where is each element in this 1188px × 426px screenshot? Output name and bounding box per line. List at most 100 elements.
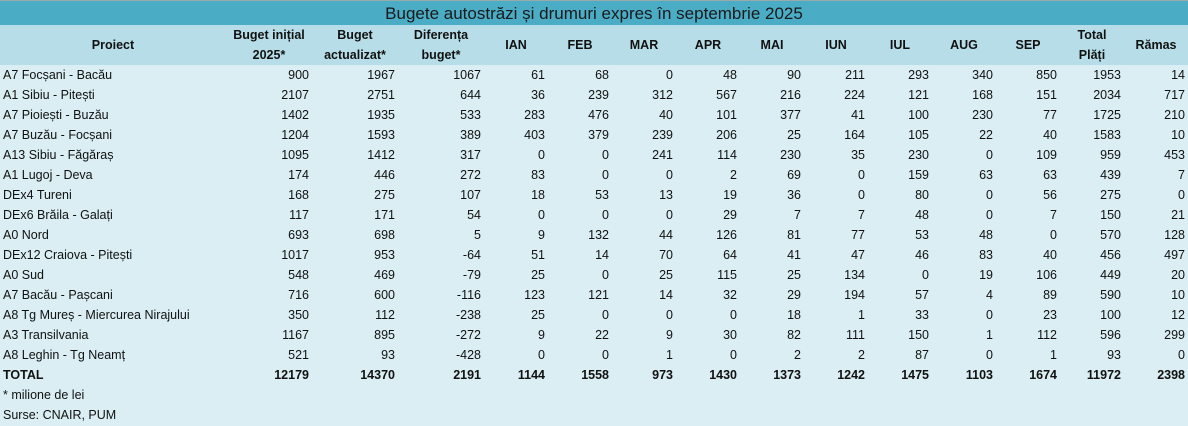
cell-value: 14 [595, 248, 609, 262]
project-name: DEx12 Craiova - Pitești [3, 248, 133, 262]
cell-value: 0 [730, 308, 737, 322]
cell-value: 121 [588, 288, 609, 302]
sources: Surse: CNAIR, PUM [3, 408, 117, 422]
cell-value: 48 [979, 228, 993, 242]
cell-value: 449 [1100, 268, 1121, 282]
table-row: A1 Lugoj - Deva 174 446 272 83 0 0 2 69 0 159 63 63 4… [0, 165, 1188, 185]
cell-value: 453 [1164, 148, 1185, 162]
cell-value: 100 [908, 108, 929, 122]
cell-value: 30 [723, 328, 737, 342]
cell-value: 36 [531, 88, 545, 102]
cell-value: 469 [374, 268, 395, 282]
cell-value: 340 [972, 68, 993, 82]
cell-value: 230 [908, 148, 929, 162]
project-name: A0 Sud [3, 268, 45, 282]
cell-value: 41 [851, 108, 865, 122]
cell-value: 567 [716, 88, 737, 102]
project-name: A0 Nord [3, 228, 49, 242]
cell-value: 1144 [517, 368, 545, 382]
cell-value: 105 [908, 128, 929, 142]
cell-value: 7 [1050, 208, 1057, 222]
cell-value: 93 [381, 348, 395, 362]
cell-value: 19 [979, 268, 993, 282]
cell-value: 850 [1036, 68, 1057, 82]
cell-value: 0 [922, 268, 929, 282]
cell-value: 1593 [367, 128, 395, 142]
cell-value: 64 [723, 248, 737, 262]
table-row: DEx6 Brăila - Galați 117 171 54 0 0 0 29 7 7 48 0 7 1… [0, 205, 1188, 225]
cell-value: 40 [659, 108, 673, 122]
cell-value: 22 [595, 328, 609, 342]
cell-value: 53 [915, 228, 929, 242]
column-header: SEP [996, 25, 1060, 65]
cell-value: 216 [780, 88, 801, 102]
cell-value: 25 [531, 308, 545, 322]
cell-value: 77 [851, 228, 865, 242]
cell-value: 89 [1043, 288, 1057, 302]
cell-value: 57 [915, 288, 929, 302]
cell-value: 1674 [1029, 368, 1057, 382]
cell-value: 1953 [1093, 68, 1121, 82]
cell-value: 35 [851, 148, 865, 162]
cell-value: 283 [524, 108, 545, 122]
cell-value: 272 [460, 168, 481, 182]
cell-value: 0 [730, 348, 737, 362]
cell-value: 379 [588, 128, 609, 142]
cell-value: 1 [986, 328, 993, 342]
cell-value: 107 [460, 188, 481, 202]
cell-value: 241 [652, 148, 673, 162]
project-name: A3 Transilvania [3, 328, 89, 342]
cell-value: 521 [288, 348, 309, 362]
table-row: A13 Sibiu - Făgăraș 1095 1412 317 0 0 241 114 23… [0, 145, 1188, 165]
cell-value: 22 [979, 128, 993, 142]
cell-value: 312 [652, 88, 673, 102]
cell-value: 2107 [281, 88, 309, 102]
project-name: A8 Leghin - Tg Neamț [3, 348, 126, 362]
cell-value: 275 [1100, 188, 1121, 202]
cell-value: 40 [1043, 248, 1057, 262]
cell-value: 194 [844, 288, 865, 302]
cell-value: 5 [474, 228, 481, 242]
cell-value: 0 [858, 188, 865, 202]
cell-value: 299 [1164, 328, 1185, 342]
cell-value: 48 [915, 208, 929, 222]
cell-value: 10 [1171, 288, 1185, 302]
cell-value: 1935 [367, 108, 395, 122]
cell-value: 132 [588, 228, 609, 242]
cell-value: 115 [717, 268, 737, 282]
project-name: A7 Bacău - Pașcani [3, 288, 113, 302]
cell-value: 126 [716, 228, 737, 242]
header-row: Proiect Buget inițial 2025* Buget actualiz… [0, 25, 1188, 65]
cell-value: 18 [531, 188, 545, 202]
cell-value: 25 [787, 268, 801, 282]
cell-value: -64 [462, 248, 481, 262]
cell-value: 44 [659, 228, 673, 242]
cell-value: 1430 [709, 368, 737, 382]
table-row: A7 Buzău - Focșani 1204 1593 389 403 379 239 20… [0, 125, 1188, 145]
cell-value: 230 [972, 108, 993, 122]
cell-value: -238 [455, 308, 481, 322]
cell-value: -272 [455, 328, 481, 342]
cell-value: 350 [288, 308, 309, 322]
cell-value: 171 [374, 208, 395, 222]
column-header: APR [676, 25, 740, 65]
table-row: A0 Sud 548 469 -79 25 0 25 115 25 134 0 19 106 449 20 [0, 265, 1188, 285]
cell-value: 29 [787, 288, 801, 302]
cell-value: 1017 [281, 248, 309, 262]
cell-value: 2 [730, 168, 737, 182]
project-name: DEx6 Brăila - Galați [3, 208, 113, 222]
cell-value: 0 [986, 188, 993, 202]
cell-value: 953 [374, 248, 395, 262]
cell-value: 0 [1050, 228, 1057, 242]
cell-value: 2191 [453, 368, 481, 382]
cell-value: 7 [858, 208, 865, 222]
column-header: MAR [612, 25, 676, 65]
cell-value: 23 [1043, 308, 1057, 322]
cell-value: 32 [723, 288, 737, 302]
cell-value: 41 [787, 248, 801, 262]
total-row: TOTAL 12179 14370 2191 1144 1558 973 1430 1373 12… [0, 365, 1188, 385]
cell-value: 0 [602, 308, 609, 322]
cell-value: 9 [538, 328, 545, 342]
cell-value: 403 [524, 128, 545, 142]
cell-value: 0 [602, 348, 609, 362]
